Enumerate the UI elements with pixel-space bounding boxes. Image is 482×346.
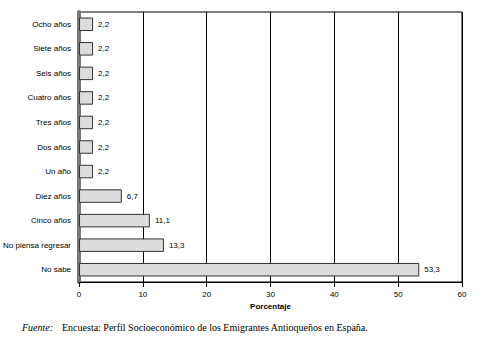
svg-text:Siete años: Siete años [33,44,71,53]
svg-text:2,2: 2,2 [98,93,110,102]
svg-text:60: 60 [458,290,467,299]
svg-text:Fuente:: Fuente: [21,322,53,333]
svg-text:50: 50 [394,290,403,299]
svg-text:2,2: 2,2 [98,69,110,78]
svg-text:Tres años: Tres años [36,118,71,127]
svg-text:2,2: 2,2 [98,118,110,127]
svg-text:11,1: 11,1 [155,216,171,225]
svg-text:13,3: 13,3 [169,241,185,250]
svg-text:No piensa regresar: No piensa regresar [3,241,71,250]
svg-text:Un año: Un año [45,167,71,176]
svg-text:Ocho años: Ocho años [32,20,71,29]
svg-text:No sabe: No sabe [41,265,71,274]
svg-text:40: 40 [330,290,339,299]
svg-text:Cuatro años: Cuatro años [27,93,71,102]
svg-text:2,2: 2,2 [98,20,110,29]
svg-text:2,2: 2,2 [98,44,110,53]
svg-text:20: 20 [202,290,211,299]
svg-text:6,7: 6,7 [127,192,139,201]
svg-text:2,2: 2,2 [98,167,110,176]
svg-text:Dos años: Dos años [37,143,71,152]
svg-text:Encuesta: Perfil Socioeconómic: Encuesta: Perfil Socioeconómico de los E… [62,322,368,333]
svg-text:53,3: 53,3 [424,265,440,274]
svg-text:Cinco años: Cinco años [31,216,71,225]
svg-text:Seis años: Seis años [36,69,71,78]
svg-text:Diez años: Diez años [35,192,71,201]
svg-text:2,2: 2,2 [98,143,110,152]
svg-text:30: 30 [266,290,275,299]
svg-text:10: 10 [138,290,147,299]
svg-text:0: 0 [77,290,82,299]
svg-text:Porcentaje: Porcentaje [250,302,291,311]
